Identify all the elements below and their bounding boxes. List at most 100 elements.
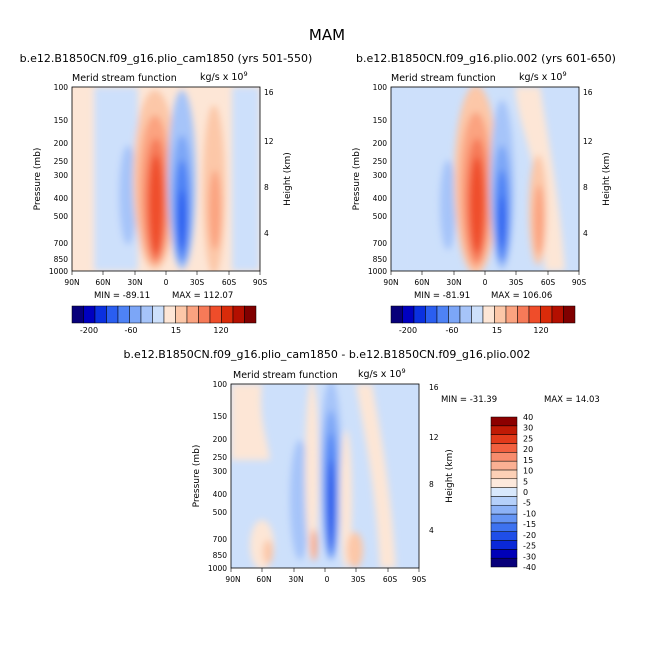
colorbar-swatch — [490, 443, 518, 453]
y-axis-label: Pressure (mb) — [192, 445, 202, 508]
panel-subtitle: Merid stream function — [233, 370, 338, 381]
colorbar-swatch — [490, 478, 518, 488]
y-tick-label: 500 — [373, 212, 388, 221]
contour-fill — [499, 196, 505, 248]
colorbar-swatch — [106, 305, 119, 324]
contour-fill — [311, 529, 317, 561]
y-tick-label: 850 — [373, 255, 388, 264]
contour-fill — [263, 540, 273, 564]
colorbar-label: 120 — [213, 326, 228, 335]
colorbar-label: -60 — [124, 326, 137, 335]
contour-fill — [356, 384, 396, 568]
colorbar-swatch — [490, 549, 518, 559]
colorbar-swatch — [402, 305, 415, 324]
panel-subtitle: Merid stream function — [391, 73, 496, 84]
y-tick-label: 100 — [213, 380, 228, 389]
x-tick-label: 30N — [446, 278, 461, 287]
colorbar-swatch — [490, 452, 518, 462]
colorbar-swatch — [490, 487, 518, 497]
colorbar-swatch — [490, 469, 518, 480]
x-tick-label: 90S — [253, 278, 268, 287]
panel-subtitle: Merid stream function — [72, 73, 177, 84]
colorbar-swatch — [83, 305, 96, 324]
units-label: kg/s x 109 — [200, 70, 248, 83]
x-tick-label: 60S — [541, 278, 556, 287]
colorbar-label: -10 — [523, 509, 536, 518]
colorbar-swatch — [505, 305, 518, 324]
colorbar-label: -5 — [523, 499, 531, 508]
height-tick-label: 16 — [583, 88, 593, 97]
panel-difference: b.e12.B1850CN.f09_g16.plio_cam1850 - b.e… — [124, 348, 600, 584]
tick-marks — [230, 568, 420, 572]
y-tick-label: 500 — [213, 508, 228, 517]
colorbar — [71, 305, 257, 324]
contour-fill — [328, 460, 334, 550]
colorbar-labels: -200 -60 15 120 — [399, 326, 549, 335]
figure-title: MAM — [309, 26, 345, 44]
height-tick-label: 8 — [583, 183, 588, 192]
y-tick-label: 850 — [213, 551, 228, 560]
colorbar-label: -25 — [523, 542, 536, 551]
colorbar-swatch — [551, 305, 564, 324]
x-tick-label: 30S — [509, 278, 524, 287]
y-axis-label-right: Height (km) — [445, 449, 455, 503]
y-tick-label: 250 — [213, 453, 228, 462]
x-tick-label: 90N — [383, 278, 398, 287]
colorbar-swatch — [490, 460, 518, 471]
contour-fill — [305, 384, 319, 560]
min-label: MIN = -89.11 — [94, 291, 150, 301]
panel-plio002: b.e12.B1850CN.f09_g16.plio.002 (yrs 601-… — [352, 52, 616, 335]
min-label: MIN = -81.91 — [414, 291, 470, 301]
x-tick-label: 30S — [351, 575, 366, 584]
colorbar-swatch — [71, 305, 84, 324]
contour-fill — [119, 145, 137, 245]
panel-cam1850: b.e12.B1850CN.f09_g16.plio_cam1850 (yrs … — [20, 52, 313, 335]
min-label: MIN = -31.39 — [441, 395, 497, 405]
colorbar-swatch — [117, 305, 130, 324]
height-tick-label: 4 — [429, 526, 434, 535]
units-label: kg/s x 109 — [358, 367, 406, 380]
colorbar-label: 15 — [171, 326, 181, 335]
x-tick-label: 30N — [127, 278, 142, 287]
y-tick-label: 150 — [54, 116, 69, 125]
colorbar-label: 40 — [523, 413, 533, 422]
y-tick-label: 250 — [373, 157, 388, 166]
contour-fill — [149, 155, 163, 255]
height-tick-label: 4 — [583, 229, 588, 238]
colorbar — [390, 305, 576, 324]
colorbar-swatch — [244, 305, 257, 324]
contour-fill — [534, 185, 544, 255]
y-axis-label-right: Height (km) — [283, 152, 293, 206]
units-label: kg/s x 109 — [519, 70, 567, 83]
x-tick-label: 90S — [572, 278, 587, 287]
colorbar-swatch — [459, 305, 472, 324]
colorbar-label: 10 — [523, 467, 533, 476]
height-tick-label: 16 — [264, 88, 274, 97]
y-tick-label: 850 — [54, 255, 69, 264]
max-label: MAX = 14.03 — [544, 395, 600, 405]
y-tick-label: 150 — [373, 116, 388, 125]
colorbar-label: -200 — [80, 326, 98, 335]
y-axis-label: Pressure (mb) — [33, 148, 43, 211]
y-tick-label: 150 — [213, 412, 228, 421]
colorbar-swatch — [129, 305, 142, 324]
colorbar-swatch — [482, 305, 495, 324]
colorbar-label: 15 — [523, 456, 533, 465]
x-tick-labels: 90N 60N 30N 0 30S 60S 90S — [64, 278, 267, 287]
colorbar-swatch — [490, 540, 518, 550]
y-tick-label: 300 — [54, 171, 69, 180]
x-tick-label: 60S — [222, 278, 237, 287]
colorbar-swatch — [221, 305, 234, 324]
x-tick-label: 90N — [225, 575, 240, 584]
height-tick-label: 12 — [429, 433, 439, 442]
y-tick-label: 1000 — [49, 267, 68, 276]
contour-fill — [347, 532, 363, 568]
panel-title: b.e12.B1850CN.f09_g16.plio_cam1850 (yrs … — [20, 52, 313, 65]
y-tick-labels: 100 150 200 250 300 400 500 700 850 1000 — [49, 83, 68, 276]
colorbar-swatch — [490, 513, 518, 524]
height-tick-label: 4 — [264, 229, 269, 238]
colorbar-swatch — [425, 305, 438, 324]
y-tick-labels: 100 150 200 250 300 400 500 700 850 1000 — [368, 83, 387, 276]
colorbar-swatch — [494, 305, 507, 324]
colorbar-label: 30 — [523, 424, 533, 433]
